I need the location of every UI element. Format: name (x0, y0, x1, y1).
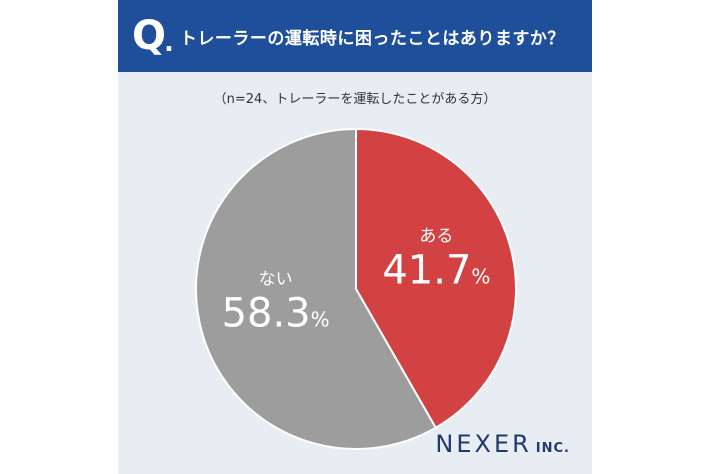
q-mark: Q (132, 13, 167, 59)
slice-value-2: 58.3% (222, 290, 330, 336)
sample-note: （n=24、トレーラーを運転したことがある方） (213, 92, 497, 107)
slice-value-1: 41.7% (382, 248, 490, 294)
question-text: トレーラーの運転時に困ったことはありますか？ (179, 28, 565, 49)
slice-label-2: ない (259, 269, 293, 289)
survey-card: Q . トレーラーの運転時に困ったことはありますか？ （n=24、トレーラーを運… (118, 0, 592, 474)
pie-slice-1 (355, 127, 517, 430)
logo-suffix: INC. (535, 441, 570, 456)
slice-label-1: ある (419, 227, 453, 247)
question-header: Q . トレーラーの運転時に困ったことはありますか？ (118, 0, 592, 72)
nexer-logo: NEXER INC. (435, 430, 570, 458)
logo-name: NEXER (435, 430, 532, 458)
q-dot: . (164, 28, 174, 58)
pie-slice-2 (195, 127, 438, 450)
